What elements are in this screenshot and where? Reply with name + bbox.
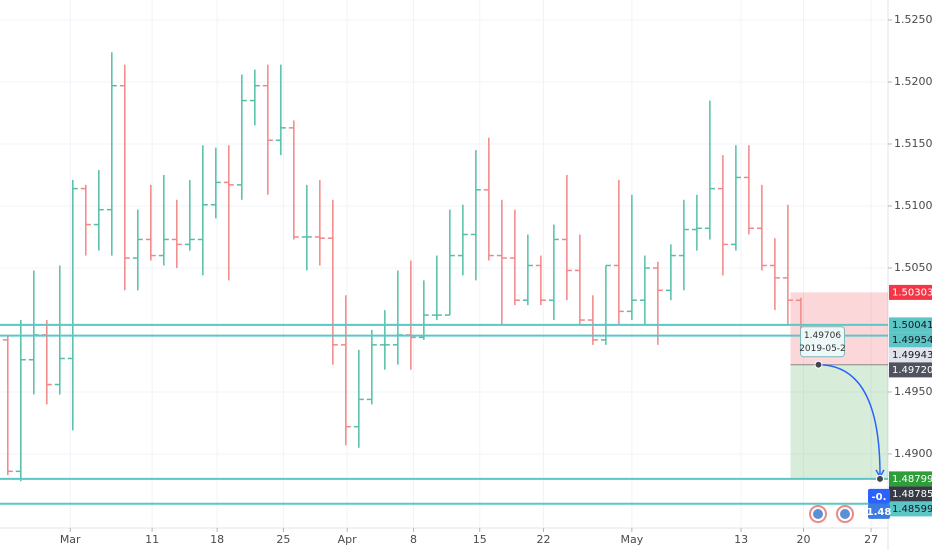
bars (2, 52, 806, 482)
price-label: 1.49943 (892, 350, 932, 361)
y-tick-label: 1.52000 (894, 75, 932, 88)
overlay-text: -0. (872, 492, 887, 503)
price-label-bg (889, 362, 932, 378)
event-icon-inner (840, 509, 850, 519)
event-icon-inner (813, 509, 823, 519)
x-tick-label: Mar (60, 533, 81, 546)
target-point (876, 474, 884, 483)
price-label: 1.49720 (892, 365, 932, 376)
axes: 1.52500 1.52000 1.51500 1.51000 1.50500 1.495… (60, 13, 932, 546)
annotations: 1.49706 2019-05-2 (799, 326, 885, 483)
callout-price: 1.49706 (804, 331, 841, 341)
price-label-bg (889, 486, 932, 502)
price-label-bg (889, 317, 932, 333)
x-tick-label: 18 (210, 533, 224, 546)
overlay-badge (868, 488, 890, 504)
forecast-arrow (818, 363, 881, 475)
price-label-bg (889, 501, 932, 517)
x-tick-label: 13 (734, 533, 748, 546)
overlay-badge (868, 503, 890, 519)
price-label: 1.50041 (892, 320, 932, 331)
x-tick-label: 11 (145, 533, 159, 546)
x-tick-label: 8 (410, 533, 417, 546)
price-label: 1.48799 (892, 474, 932, 485)
event-icons (809, 505, 854, 523)
price-label: 1.48599 (892, 504, 932, 515)
y-tick-label: 1.49000 (894, 447, 932, 460)
entry-point (814, 360, 823, 369)
callout-box (799, 326, 845, 358)
y-tick-label: 1.50500 (894, 261, 932, 274)
x-tick-label: 22 (536, 533, 550, 546)
price-label: 1.49954 (892, 335, 932, 346)
grid (0, 0, 888, 528)
callout-date: 2019-05-2 (799, 344, 846, 354)
overlay-text: 1.48 (867, 507, 892, 518)
x-tick-label: 27 (864, 533, 878, 546)
x-tick-label: Apr (338, 533, 358, 546)
x-tick-label: 20 (796, 533, 810, 546)
y-tick-label: 1.51000 (894, 199, 932, 212)
price-label-bg (889, 284, 932, 300)
x-tick-label: 25 (276, 533, 290, 546)
horizontal-lines (0, 323, 888, 505)
y-tick-label: 1.49500 (894, 385, 932, 398)
y-tick-label: 1.51500 (894, 137, 932, 150)
price-label: 1.48785 (892, 489, 932, 500)
price-label-bg (889, 347, 932, 363)
target-zone (790, 364, 888, 479)
price-label-bg (889, 332, 932, 348)
x-tick-label: May (620, 533, 643, 546)
price-label: 1.50303 (892, 287, 932, 298)
x-tick-label: 15 (473, 533, 487, 546)
price-label-bg (889, 471, 932, 487)
y-tick-label: 1.52500 (894, 13, 932, 26)
position-zones (790, 292, 888, 479)
